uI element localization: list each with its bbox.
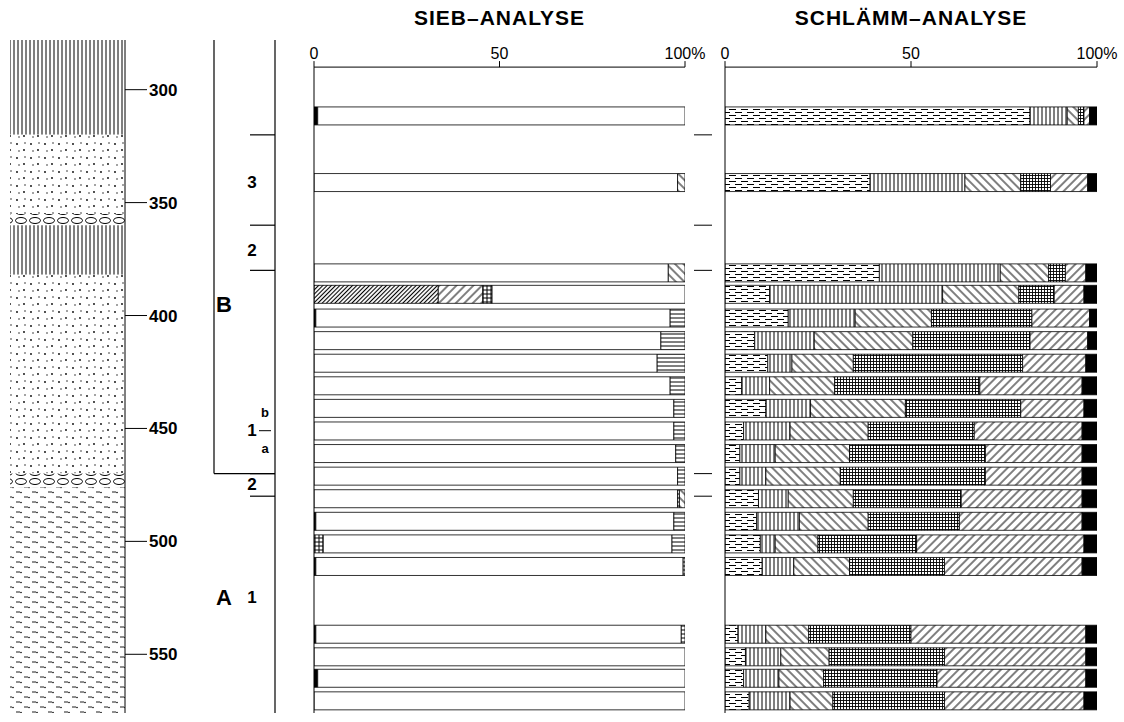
svg-text:50: 50 [902,45,920,62]
svg-text:100%: 100% [665,45,706,62]
svg-text:2: 2 [247,475,256,494]
svg-text:b: b [261,405,269,420]
svg-text:B: B [216,292,232,317]
svg-text:400: 400 [149,307,177,326]
html-text:SIEB–ANALYSE: SIEB–ANALYSE [413,6,586,29]
svg-text:300: 300 [149,81,177,100]
svg-text:3: 3 [247,173,256,192]
svg-text:A: A [216,585,232,610]
svg-text:100%: 100% [1077,45,1118,62]
svg-text:0: 0 [310,45,319,62]
svg-text:500: 500 [149,532,177,551]
svg-text:1: 1 [247,588,256,607]
svg-text:1: 1 [247,421,256,440]
svg-text:0: 0 [721,45,730,62]
svg-text:50: 50 [491,45,509,62]
html-text:SCHLÄMM–ANALYSE: SCHLÄMM–ANALYSE [794,6,1028,29]
svg-text:350: 350 [149,194,177,213]
svg-text:2: 2 [247,241,256,260]
svg-text:450: 450 [149,419,177,438]
svg-text:a: a [261,441,269,456]
svg-text:550: 550 [149,645,177,664]
